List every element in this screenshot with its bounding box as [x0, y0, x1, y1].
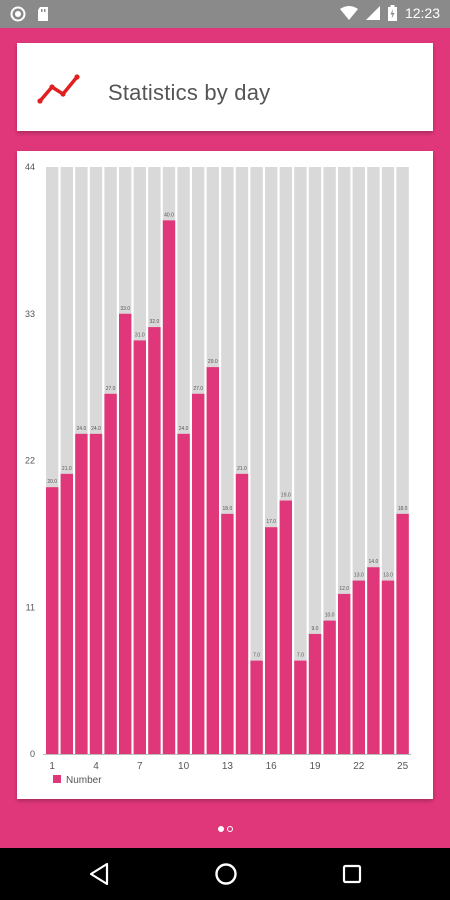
x-tick-label: 1 [49, 761, 55, 772]
wifi-icon [339, 6, 358, 20]
signal-icon [365, 6, 380, 20]
bar [46, 487, 59, 754]
bar [119, 313, 132, 754]
bar [396, 513, 409, 754]
data-label: 21.0 [62, 466, 72, 472]
title-card: Statistics by day [17, 43, 433, 131]
bar [250, 660, 263, 754]
bar [265, 527, 278, 754]
legend-label: Number [66, 775, 102, 786]
recents-icon[interactable] [342, 862, 362, 886]
record-icon [10, 6, 26, 22]
data-label: 12.0 [339, 586, 349, 592]
data-label: 27.0 [106, 386, 116, 392]
status-time: 12:23 [404, 5, 440, 21]
data-label: 7.0 [253, 653, 260, 659]
x-tick-label: 4 [93, 761, 99, 772]
bar [162, 220, 176, 754]
bar [75, 433, 88, 754]
bar [308, 633, 322, 754]
bar [177, 433, 190, 754]
y-tick-label: 33 [25, 309, 35, 319]
page-dot-2[interactable] [226, 826, 233, 832]
y-tick-label: 0 [30, 749, 35, 759]
x-tick-label: 16 [266, 761, 278, 772]
data-label: 14.0 [369, 559, 379, 565]
data-label: 9.0 [312, 626, 319, 632]
sd-card-icon [38, 7, 48, 21]
data-label: 32.0 [150, 319, 160, 325]
data-label: 13.0 [354, 573, 364, 579]
data-label: 7.0 [297, 653, 304, 659]
battery-charging-icon [387, 5, 397, 21]
x-tick-label: 13 [222, 761, 234, 772]
x-tick-label: 10 [178, 761, 190, 772]
bar-background [323, 167, 336, 754]
data-label: 27.0 [193, 386, 203, 392]
bar [221, 513, 234, 754]
data-label: 29.0 [208, 359, 218, 365]
back-icon[interactable] [88, 862, 110, 886]
data-label: 10.0 [325, 613, 335, 619]
bar [133, 340, 146, 754]
y-tick-label: 11 [26, 602, 35, 612]
bar [338, 593, 351, 754]
x-tick-label: 7 [137, 761, 143, 772]
page-dot-1[interactable] [217, 826, 224, 832]
bar [206, 367, 219, 754]
data-label: 18.0 [223, 506, 233, 512]
bar [323, 620, 336, 754]
data-label: 31.0 [135, 332, 145, 338]
bar [367, 567, 380, 754]
bar-background [308, 167, 322, 754]
data-label: 24.0 [179, 426, 189, 432]
data-label: 24.0 [77, 426, 87, 432]
bar-chart: 0 11 22 33 44 20.0 21.0 24.0 24.0 27.0 33.0 31.0 32.… [25, 162, 411, 786]
y-tick-label: 22 [25, 456, 35, 466]
data-label: 21.0 [237, 466, 247, 472]
data-label: 13.0 [383, 573, 393, 579]
x-tick-label: 22 [353, 761, 365, 772]
status-bar: 12:23 [0, 0, 450, 28]
legend-swatch [53, 775, 61, 783]
bar [89, 433, 103, 754]
data-label: 17.0 [266, 519, 276, 525]
y-tick-label: 44 [25, 162, 35, 172]
trend-line-icon [37, 74, 80, 104]
bar [352, 580, 365, 754]
bar [148, 327, 161, 754]
x-tick-label: 19 [309, 761, 321, 772]
navigation-bar [0, 848, 450, 900]
data-label: 40.0 [164, 212, 174, 218]
bar-background [294, 167, 307, 754]
bar [279, 500, 292, 754]
data-label: 24.0 [91, 426, 101, 432]
data-label: 18.0 [398, 506, 408, 512]
page-indicator [0, 826, 450, 838]
home-icon[interactable] [214, 862, 238, 886]
data-label: 19.0 [281, 493, 291, 499]
bar [294, 660, 307, 754]
bar [381, 580, 395, 754]
bar [60, 473, 73, 754]
bar [104, 393, 117, 754]
data-label: 20.0 [47, 479, 57, 485]
chart-card: 0 11 22 33 44 20.0 21.0 24.0 24.0 27.0 33.0 31.0 32.… [17, 151, 433, 799]
page-title: Statistics by day [108, 80, 271, 105]
data-label: 33.0 [120, 306, 130, 312]
bar [192, 393, 205, 754]
bar-background [250, 167, 263, 754]
x-tick-label: 25 [397, 761, 409, 772]
bar [235, 473, 249, 754]
